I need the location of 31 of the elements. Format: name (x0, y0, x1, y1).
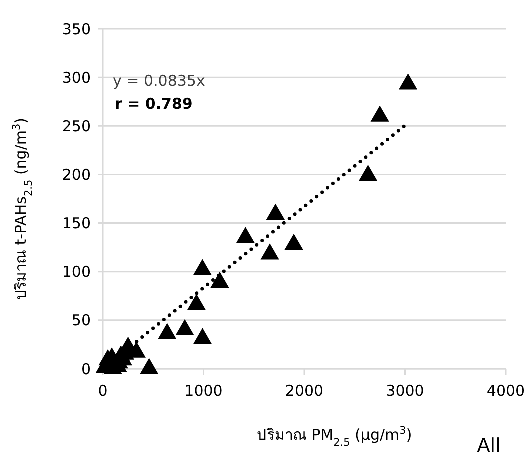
x-tick-label: 3000 (386, 382, 424, 400)
y-tick-label: 350 (62, 20, 91, 38)
x-tick-label: 0 (98, 382, 108, 400)
x-tick-label: 1000 (184, 382, 223, 400)
point (210, 272, 230, 288)
annotation: r = 0.789 (115, 95, 193, 113)
point (193, 259, 212, 276)
point (187, 294, 206, 310)
y-tick-label: 250 (62, 117, 91, 136)
point (158, 323, 177, 340)
point (236, 227, 255, 244)
y-tick-label: 150 (62, 214, 91, 233)
x-axis-title: ปริมาณ PM$_{2.5}$ (µg/m$^{3}$) (256, 425, 412, 449)
point (370, 106, 390, 122)
annotation: y = 0.0835x (113, 72, 206, 90)
y-tick-label: 50 (72, 312, 91, 330)
x-tick-label: 4000 (486, 382, 526, 400)
point (398, 74, 418, 90)
point (176, 319, 194, 336)
point (284, 234, 304, 250)
point (260, 244, 280, 260)
y-tick-label: 200 (62, 166, 91, 184)
x-tick-label: 2000 (285, 382, 324, 400)
y-tick-label: 300 (62, 68, 91, 87)
point (193, 328, 212, 344)
text: All (477, 435, 501, 457)
point (358, 164, 378, 182)
y-tick-label: 100 (62, 263, 91, 282)
point (140, 358, 159, 374)
y-tick-label: 0 (81, 360, 91, 378)
point (266, 204, 285, 220)
